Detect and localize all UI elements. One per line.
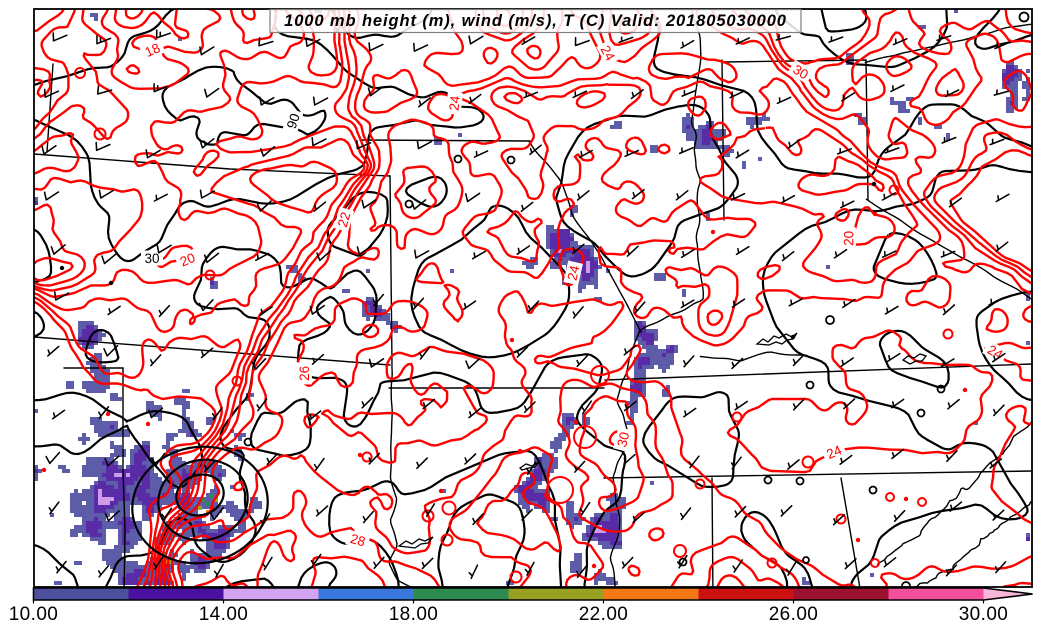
svg-text:1000 mb height (m), wind (m/s): 1000 mb height (m), wind (m/s), T (C) Va…	[284, 12, 787, 30]
svg-text:18: 18	[143, 40, 163, 60]
svg-text:28: 28	[349, 531, 368, 550]
svg-text:30: 30	[790, 62, 811, 83]
svg-text:14.00: 14.00	[199, 604, 249, 625]
svg-text:26: 26	[297, 366, 312, 381]
svg-text:20: 20	[178, 250, 198, 270]
svg-text:24: 24	[985, 342, 1006, 363]
svg-text:24: 24	[446, 95, 463, 112]
svg-text:90: 90	[284, 112, 303, 131]
svg-text:24: 24	[598, 43, 619, 64]
svg-text:22.00: 22.00	[579, 604, 629, 625]
svg-text:26.00: 26.00	[769, 604, 819, 625]
svg-text:10.00: 10.00	[9, 604, 59, 625]
svg-text:30.00: 30.00	[959, 604, 1009, 625]
svg-text:30: 30	[144, 251, 159, 266]
svg-text:22: 22	[335, 210, 354, 229]
svg-text:18.00: 18.00	[389, 604, 439, 625]
svg-text:30: 30	[614, 430, 632, 448]
svg-text:24: 24	[565, 264, 583, 282]
svg-text:20: 20	[841, 231, 856, 246]
svg-text:24: 24	[824, 442, 844, 462]
